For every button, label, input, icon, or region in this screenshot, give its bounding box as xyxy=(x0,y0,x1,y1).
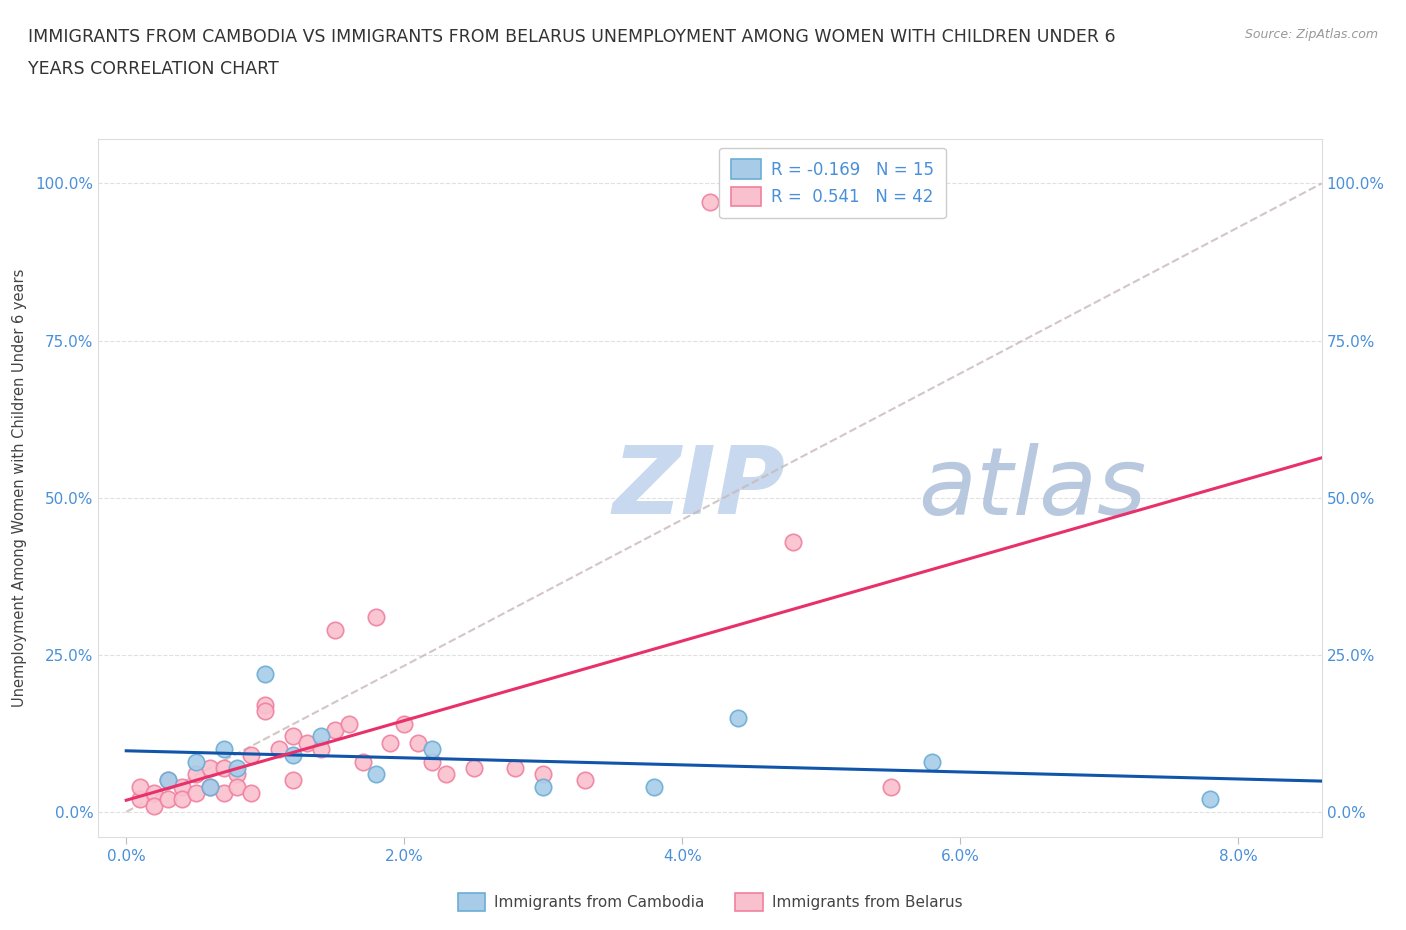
Point xyxy=(699,195,721,210)
Point xyxy=(420,754,443,769)
Point xyxy=(198,761,221,776)
Point xyxy=(309,729,332,744)
Point xyxy=(198,779,221,794)
Text: IMMIGRANTS FROM CAMBODIA VS IMMIGRANTS FROM BELARUS UNEMPLOYMENT AMONG WOMEN WIT: IMMIGRANTS FROM CAMBODIA VS IMMIGRANTS F… xyxy=(28,28,1116,46)
Point xyxy=(366,766,388,781)
Point xyxy=(254,698,277,712)
Point xyxy=(574,773,596,788)
Point xyxy=(782,534,804,549)
Point xyxy=(880,779,903,794)
Point xyxy=(1199,791,1222,806)
Point xyxy=(143,798,166,813)
Text: YEARS CORRELATION CHART: YEARS CORRELATION CHART xyxy=(28,60,278,78)
Point xyxy=(129,791,152,806)
Text: atlas: atlas xyxy=(918,443,1146,534)
Point xyxy=(727,711,749,725)
Point xyxy=(463,761,485,776)
Point xyxy=(170,791,193,806)
Point xyxy=(323,723,346,737)
Point xyxy=(420,741,443,756)
Point xyxy=(212,761,235,776)
Point xyxy=(156,791,179,806)
Point xyxy=(323,622,346,637)
Point xyxy=(380,736,402,751)
Point xyxy=(184,786,207,801)
Point xyxy=(156,773,179,788)
Point xyxy=(531,766,554,781)
Point xyxy=(143,786,166,801)
Point xyxy=(129,779,152,794)
Point xyxy=(226,766,249,781)
Text: Source: ZipAtlas.com: Source: ZipAtlas.com xyxy=(1244,28,1378,41)
Point xyxy=(184,766,207,781)
Text: ZIP: ZIP xyxy=(612,443,785,534)
Y-axis label: Unemployment Among Women with Children Under 6 years: Unemployment Among Women with Children U… xyxy=(13,269,27,708)
Point xyxy=(281,748,304,763)
Point xyxy=(295,736,318,751)
Point xyxy=(352,754,374,769)
Point xyxy=(505,761,527,776)
Point xyxy=(434,766,457,781)
Legend: Immigrants from Cambodia, Immigrants from Belarus: Immigrants from Cambodia, Immigrants fro… xyxy=(449,884,972,920)
Point xyxy=(254,704,277,719)
Point xyxy=(212,786,235,801)
Point xyxy=(254,666,277,681)
Point xyxy=(226,779,249,794)
Point xyxy=(921,754,943,769)
Point xyxy=(226,761,249,776)
Point xyxy=(643,779,665,794)
Point xyxy=(531,779,554,794)
Point xyxy=(281,729,304,744)
Point xyxy=(269,741,291,756)
Point xyxy=(394,716,416,731)
Point xyxy=(281,773,304,788)
Point xyxy=(170,779,193,794)
Point xyxy=(184,754,207,769)
Point xyxy=(366,610,388,625)
Point xyxy=(337,716,360,731)
Point xyxy=(156,773,179,788)
Point xyxy=(240,748,263,763)
Point xyxy=(309,741,332,756)
Point xyxy=(240,786,263,801)
Point xyxy=(212,741,235,756)
Point xyxy=(406,736,429,751)
Point xyxy=(198,779,221,794)
